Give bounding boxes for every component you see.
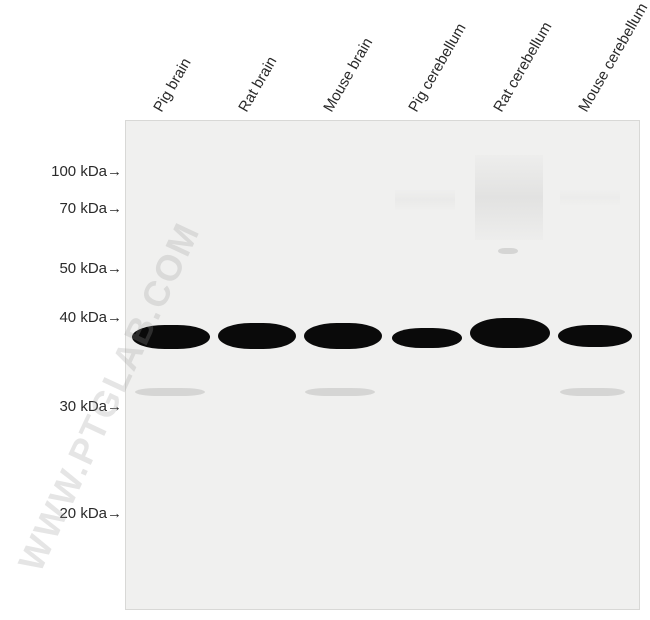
smear: [560, 190, 620, 205]
lane-label: Mouse cerebellum: [575, 0, 650, 115]
lane-label: Rat brain: [235, 54, 280, 115]
protein-band: [304, 323, 382, 349]
faint-band: [560, 388, 625, 396]
mw-marker: 70 kDa→: [59, 200, 122, 217]
lane-label: Pig brain: [150, 55, 194, 115]
lane-label: Rat cerebellum: [490, 19, 555, 115]
lane-label: Mouse brain: [320, 35, 376, 115]
mw-marker: 40 kDa→: [59, 309, 122, 326]
protein-band: [470, 318, 550, 348]
faint-band: [305, 388, 375, 396]
lane-label: Pig cerebellum: [405, 21, 469, 115]
mw-marker: 100 kDa→: [51, 163, 122, 180]
protein-band: [218, 323, 296, 349]
faint-band: [498, 248, 518, 254]
protein-band: [132, 325, 210, 349]
protein-band: [558, 325, 632, 347]
faint-band: [135, 388, 205, 396]
mw-marker: 30 kDa→: [59, 398, 122, 415]
smear: [475, 155, 543, 240]
protein-band: [392, 328, 462, 348]
mw-marker: 20 kDa→: [59, 505, 122, 522]
smear: [395, 190, 455, 210]
mw-marker: 50 kDa→: [59, 260, 122, 277]
